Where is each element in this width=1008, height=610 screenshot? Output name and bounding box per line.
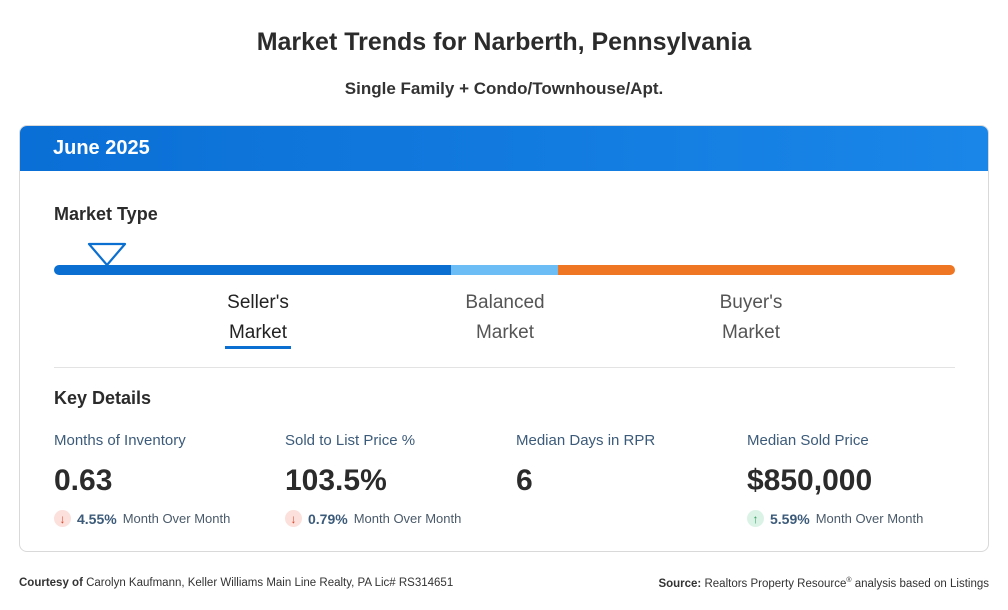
market-type-label: Seller's [227,292,289,313]
page-subtitle: Single Family + Condo/Townhouse/Apt. [344,79,664,98]
stat-value: $850,000 [747,464,873,497]
change-label: Month Over Month [353,511,462,526]
market-type-balanced[interactable]: Balanced Market [445,288,565,348]
active-market-underline [225,346,291,349]
stat-label: Months of Inventory [54,432,186,449]
registered-mark: ® [846,577,852,584]
change-label: Month Over Month [815,511,924,526]
source-label: Source: [658,577,702,590]
stat-median-days-in-rpr: Median Days in RPR 6 [516,432,655,498]
market-type-label: Balanced [465,292,545,313]
arrow-down-icon: ↓ [54,510,71,527]
stat-label: Sold to List Price % [285,432,416,449]
stat-label: Median Days in RPR [516,432,656,449]
courtesy-label: Courtesy of [19,577,83,589]
stat-change: ↓ 4.55% Month Over Month [54,510,230,527]
courtesy-text: Carolyn Kaufmann, Keller Williams Main L… [86,577,454,589]
stat-change: ↑ 5.59% Month Over Month [747,510,923,527]
market-type-label: Market [475,322,535,343]
market-type-sellers[interactable]: Seller's Market [208,288,308,348]
key-details-title: Key Details [54,388,152,408]
stat-value: 6 [516,464,533,497]
market-type-label: Buyer's [719,292,783,313]
market-type-label: Market [228,322,288,343]
source-text: Realtors Property Resource [704,577,847,590]
arrow-up-icon: ↑ [747,510,764,527]
stat-sold-to-list-price: Sold to List Price % 103.5% ↓ 0.79% Mont… [285,432,461,527]
stat-value: 103.5% [285,464,387,497]
stat-median-sold-price: Median Sold Price $850,000 ↑ 5.59% Month… [747,432,923,527]
period-header: June 2025 [20,126,988,171]
seller-segment [54,265,452,275]
market-type-bar [54,265,955,275]
market-type-label: Market [721,322,781,343]
stat-label: Median Sold Price [747,432,869,449]
balanced-segment [451,265,559,275]
stat-change: ↓ 0.79% Month Over Month [285,510,461,527]
page-title: Market Trends for Narberth, Pennsylvania [256,28,752,56]
buyer-segment [558,265,955,275]
section-divider [54,367,955,368]
change-label: Month Over Month [122,511,231,526]
stat-months-of-inventory: Months of Inventory 0.63 ↓ 4.55% Month O… [54,432,230,527]
change-percent: 5.59% [770,510,810,527]
market-trends-card: June 2025 Market Type Seller's Market Ba… [19,125,989,552]
source-text-suffix: analysis based on Listings [851,577,989,590]
market-type-title: Market Type [54,204,158,224]
arrow-down-icon: ↓ [285,510,302,527]
source-footer: Source: Realtors Property Resource® anal… [658,577,989,590]
change-percent: 4.55% [77,510,117,527]
stat-value: 0.63 [54,464,113,497]
market-position-marker-icon [87,242,127,267]
market-type-buyers[interactable]: Buyer's Market [701,288,801,348]
courtesy-footer: Courtesy of Carolyn Kaufmann, Keller Wil… [19,577,453,589]
change-percent: 0.79% [308,510,348,527]
